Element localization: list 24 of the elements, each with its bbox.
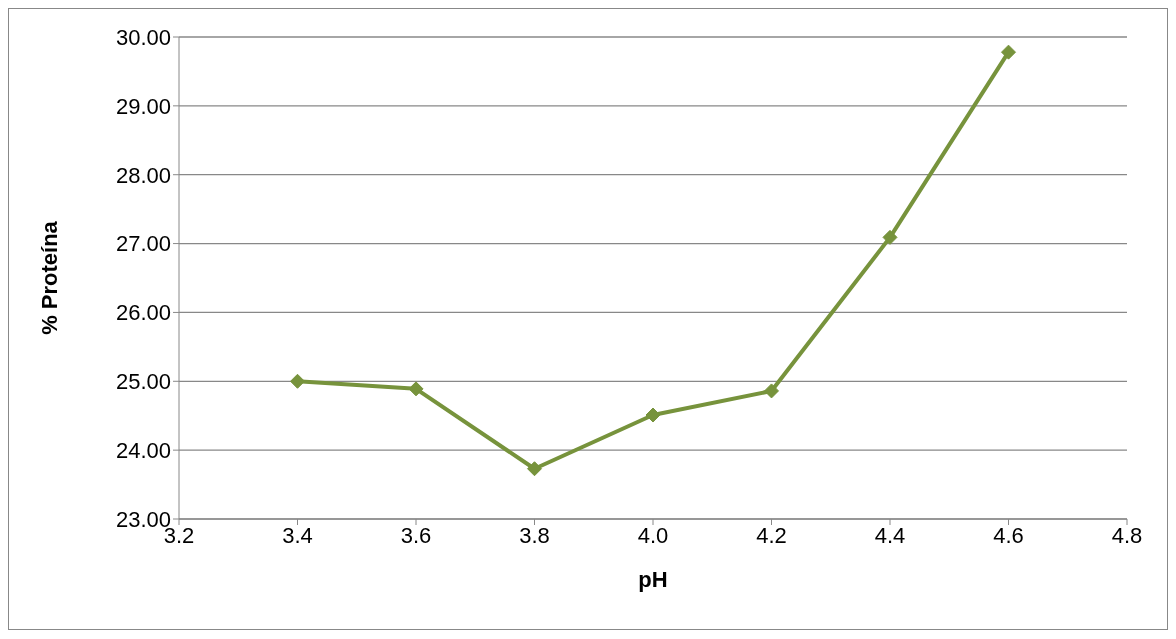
point bbox=[408, 381, 424, 397]
y-tick-label: 29.00 bbox=[115, 93, 171, 119]
y-axis-title: % Proteína bbox=[36, 220, 62, 335]
point bbox=[764, 383, 779, 399]
x-tick-label: 3.8 bbox=[519, 522, 550, 548]
x-tick-label: 4.6 bbox=[993, 522, 1024, 548]
point bbox=[645, 407, 661, 423]
point bbox=[290, 373, 305, 389]
x-tick-label: 3.4 bbox=[282, 522, 313, 548]
x-axis-title: pH bbox=[638, 567, 668, 592]
y-tick-label: 25.00 bbox=[115, 369, 171, 395]
y-tick-label: 30.00 bbox=[115, 24, 171, 50]
point bbox=[527, 461, 542, 477]
y-tick-label: 26.00 bbox=[115, 300, 171, 326]
y-tick-label: 24.00 bbox=[115, 437, 171, 463]
point bbox=[882, 229, 898, 245]
point bbox=[1001, 44, 1016, 60]
x-tick-label: 3.6 bbox=[400, 522, 432, 548]
x-tick-label: 4.2 bbox=[756, 522, 787, 548]
x-tick-label: 4.4 bbox=[874, 522, 906, 548]
y-tick-label: 27.00 bbox=[115, 231, 171, 257]
y-tick-label: 28.00 bbox=[115, 162, 171, 188]
x-tick-label: 4.8 bbox=[1111, 522, 1143, 548]
x-tick-label: 4.0 bbox=[637, 522, 669, 548]
